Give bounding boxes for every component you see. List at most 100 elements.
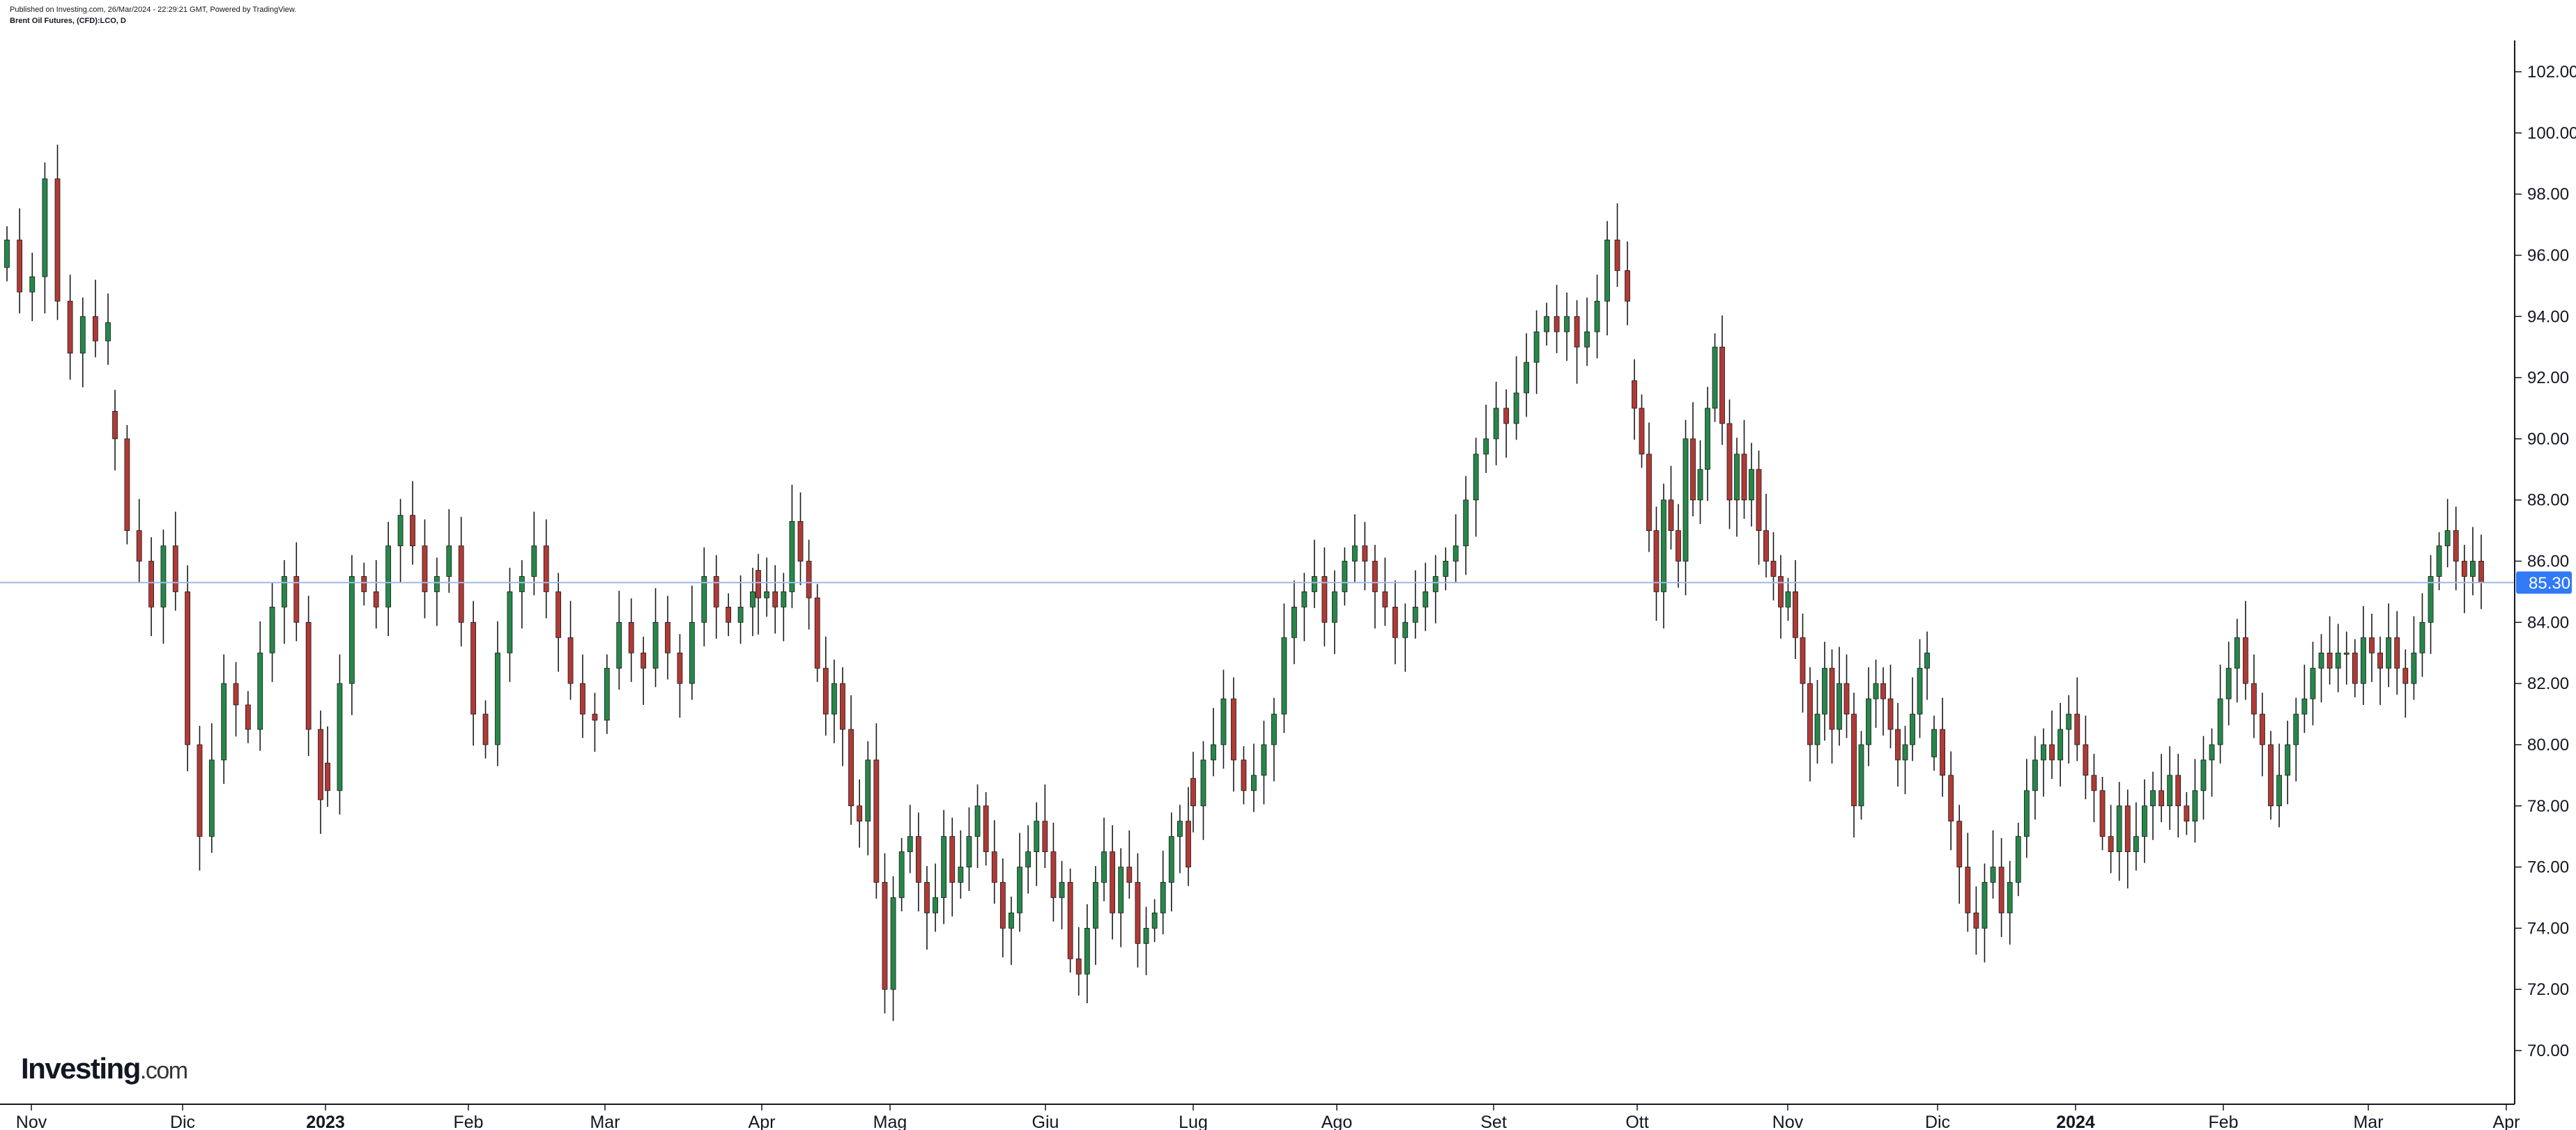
candle-body xyxy=(105,322,111,341)
candle-body xyxy=(1726,423,1733,501)
candle-body xyxy=(2268,744,2274,807)
candle-body xyxy=(1931,729,1937,757)
candle-body xyxy=(1503,408,1510,424)
y-tick-label: 96.00 xyxy=(2527,246,2569,265)
candle-body xyxy=(1443,561,1449,577)
candle-body xyxy=(941,836,947,898)
x-tick-label: Mag xyxy=(873,1113,907,1130)
candle-body xyxy=(233,683,239,706)
candle-body xyxy=(1646,454,1652,531)
candle-body xyxy=(1291,606,1297,638)
candle-body xyxy=(2074,713,2080,745)
candle-body xyxy=(1814,713,1820,745)
y-tick-label: 74.00 xyxy=(2527,919,2569,938)
candle-body xyxy=(1513,392,1519,424)
candle-body xyxy=(2318,652,2324,669)
candle-body xyxy=(282,576,287,607)
candle-body xyxy=(1190,777,1196,807)
candle-body xyxy=(1110,851,1116,913)
candle-body xyxy=(1432,576,1439,592)
candle-body xyxy=(1059,882,1065,898)
candle-body xyxy=(857,805,863,822)
candle-body xyxy=(1734,454,1740,501)
x-axis[interactable]: Nov Dic 2023 Feb Mar Apr Mag Giu Lug Ago Set Ott Nov… xyxy=(16,1104,2520,1130)
candle-body xyxy=(2049,744,2055,761)
candle-body xyxy=(2007,882,2013,913)
candle-body xyxy=(2310,667,2316,699)
candle-body xyxy=(1829,667,1835,730)
x-tick-label: Nov xyxy=(16,1113,47,1130)
candle-body xyxy=(1231,698,1236,761)
candle-body xyxy=(814,597,820,669)
candle-body xyxy=(148,561,154,607)
x-tick-label: Giu xyxy=(1032,1113,1059,1130)
y-tick-label: 80.00 xyxy=(2527,736,2569,754)
candle-body xyxy=(907,836,913,853)
y-tick-label: 98.00 xyxy=(2527,185,2569,204)
candle-body xyxy=(991,851,997,883)
x-tick-label: Apr xyxy=(2493,1113,2520,1130)
candle-body xyxy=(2175,775,2182,807)
candle-body xyxy=(2167,775,2173,807)
candle-body xyxy=(1017,867,1022,913)
candle-body xyxy=(2015,836,2021,883)
y-tick-label: 72.00 xyxy=(2527,980,2569,999)
candle-body xyxy=(1412,606,1418,623)
candle-body xyxy=(1211,744,1216,761)
candle-body xyxy=(2217,698,2223,745)
y-tick-label: 84.00 xyxy=(2527,613,2569,632)
candle-body xyxy=(1990,867,1996,883)
candle-body xyxy=(42,178,48,277)
candle-body xyxy=(1873,683,1879,699)
candle-body xyxy=(2461,561,2467,577)
candle-body xyxy=(519,576,525,592)
candle-body xyxy=(865,759,871,822)
candle-body xyxy=(2234,637,2240,669)
candle-body xyxy=(2242,637,2248,684)
candle-body xyxy=(1554,316,1560,332)
candle-body xyxy=(890,897,896,990)
candle-body xyxy=(1676,530,1681,562)
candle-body xyxy=(1661,500,1666,592)
candle-body xyxy=(1837,683,1842,730)
chart-header: Published on Investing.com, 26/Mar/2024 … xyxy=(10,4,296,26)
candle-body xyxy=(1042,821,1048,853)
candle-body xyxy=(915,836,921,883)
candle-body xyxy=(1756,469,1762,531)
candle-body xyxy=(882,882,888,990)
candle-body xyxy=(1956,821,1963,867)
candle-body xyxy=(1118,867,1124,913)
candle-body xyxy=(124,438,130,531)
candle-body xyxy=(1564,316,1570,332)
candle-body xyxy=(2260,713,2265,745)
candle-body xyxy=(269,606,275,653)
candle-body xyxy=(1653,530,1659,592)
candle-body xyxy=(2326,652,2333,669)
x-tick-label: Feb xyxy=(2208,1113,2238,1130)
x-tick-label: 2023 xyxy=(306,1113,345,1130)
y-axis[interactable]: 102.00 100.00 98.00 96.00 94.00 92.00 90.00 88.… xyxy=(2515,63,2576,1060)
candle-body xyxy=(2293,713,2299,745)
candle-body xyxy=(806,561,812,598)
candle-body xyxy=(628,621,634,653)
y-tick-label: 76.00 xyxy=(2527,858,2569,877)
candle-body xyxy=(410,515,415,546)
candle-body xyxy=(1524,362,1530,394)
candle-body xyxy=(2066,713,2072,730)
y-tick-label: 86.00 xyxy=(2527,552,2569,571)
candle-body xyxy=(79,316,86,354)
y-tick-label: 88.00 xyxy=(2527,491,2569,510)
candle-body xyxy=(385,545,392,607)
candle-body xyxy=(1311,576,1317,592)
candle-body xyxy=(2150,790,2156,807)
candle-body xyxy=(1719,346,1725,424)
candle-body xyxy=(1749,469,1754,501)
candle-body xyxy=(1998,867,2004,913)
candle-body xyxy=(1785,591,1791,607)
candle-body xyxy=(1251,775,1257,791)
candle-body xyxy=(1151,913,1158,929)
candle-body xyxy=(1594,300,1600,332)
candle-body xyxy=(848,729,854,807)
candle-body xyxy=(2361,637,2366,684)
